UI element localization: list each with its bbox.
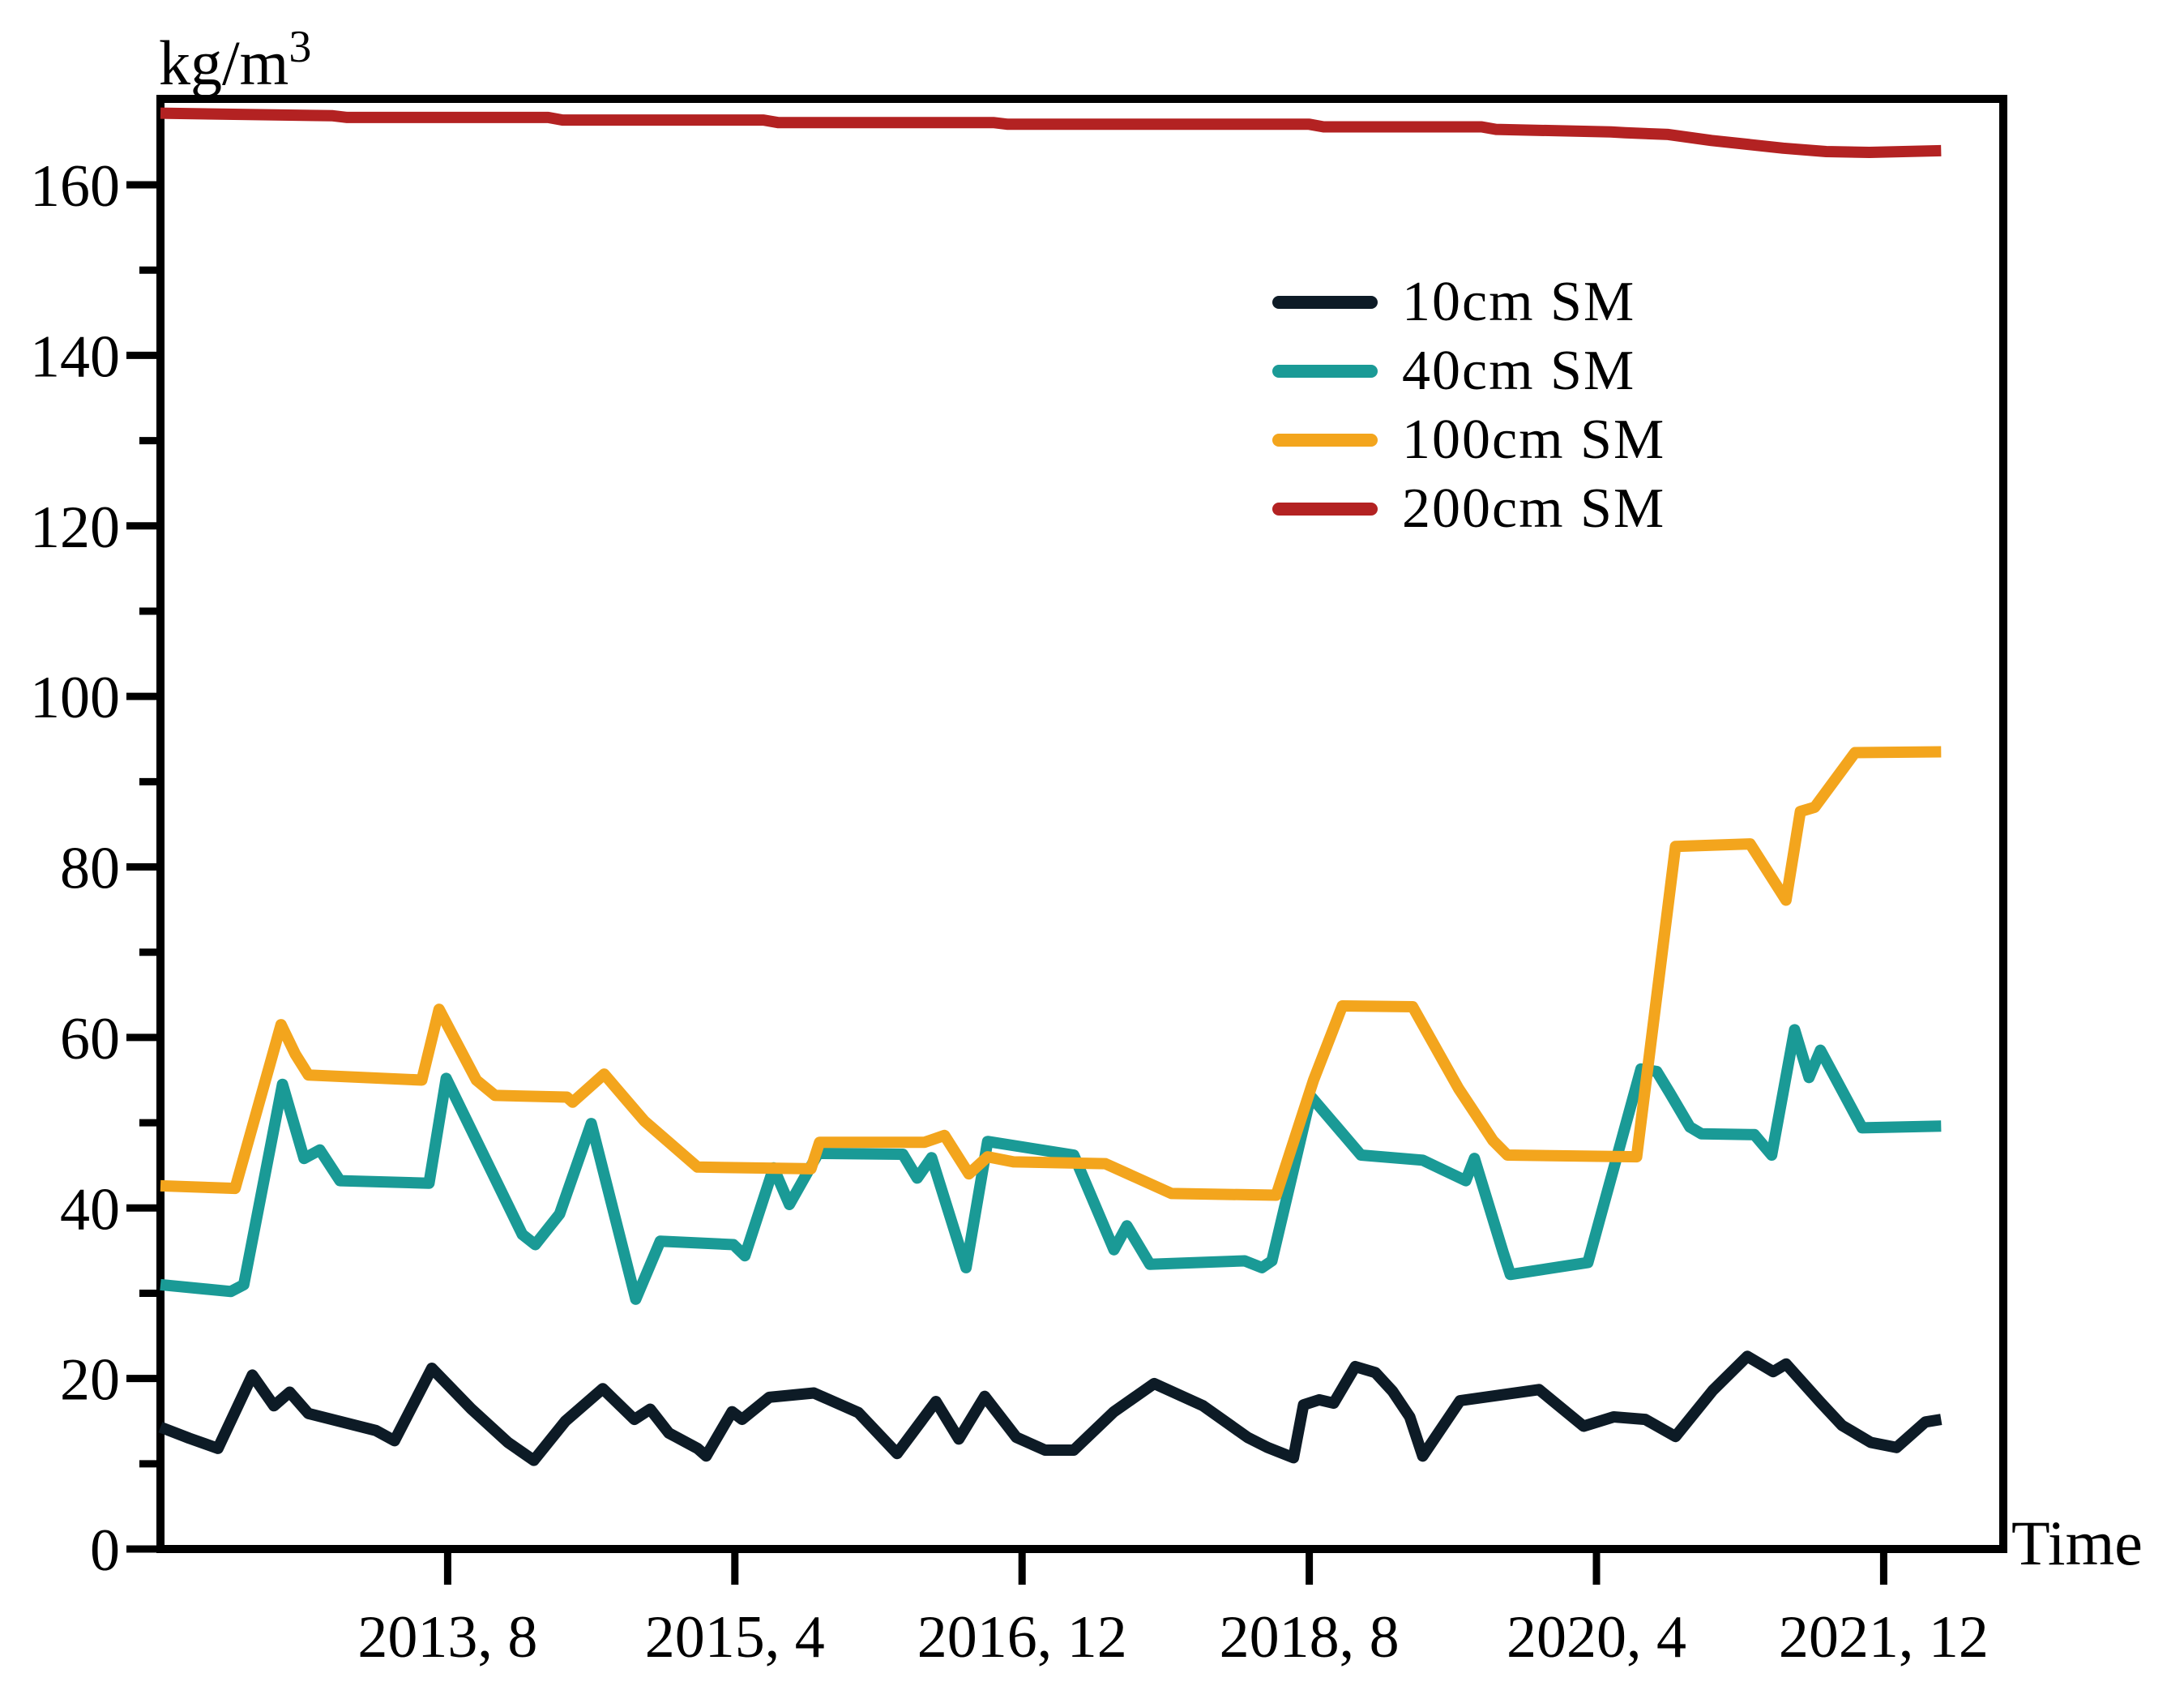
y-tick-label: 20 [60, 1347, 120, 1414]
y-axis-title-base: kg/m [159, 28, 288, 98]
legend-label-40cm: 40cm SM [1402, 339, 1636, 402]
y-tick-label: 80 [60, 836, 120, 902]
plot-frame [156, 95, 2007, 1553]
chart-legend: 10cm SM 40cm SM 100cm SM 200cm SM [1272, 267, 1665, 543]
x-tick-label: 2018, 8 [1220, 1604, 1400, 1671]
y-tick-label: 140 [30, 323, 120, 390]
legend-item-40cm: 40cm SM [1272, 336, 1665, 405]
x-tick-label: 2021, 12 [1779, 1604, 1989, 1671]
y-axis-title-superscript: 3 [288, 22, 311, 72]
x-axis-title: Time [2011, 1508, 2143, 1578]
y-tick-label: 100 [30, 665, 120, 731]
legend-swatch-200cm [1272, 502, 1378, 516]
y-tick-label: 160 [30, 153, 120, 220]
y-axis-title: kg/m3 [159, 22, 311, 98]
legend-item-10cm: 10cm SM [1272, 267, 1665, 336]
x-tick-label: 2016, 12 [917, 1604, 1127, 1671]
series-line-200cm-sm [160, 107, 1942, 158]
series-line-10cm-sm [158, 1350, 1943, 1466]
legend-swatch-10cm [1272, 295, 1378, 309]
legend-swatch-40cm [1272, 364, 1378, 378]
y-axis-ticks: 0 20 40 60 80 100 120 140 160 [30, 153, 160, 1584]
legend-item-200cm: 200cm SM [1272, 474, 1665, 543]
series-line-40cm-sm [160, 1024, 1942, 1305]
x-tick-label: 2013, 8 [357, 1604, 537, 1671]
x-tick-label: 2015, 4 [645, 1604, 825, 1671]
y-tick-label: 0 [90, 1517, 120, 1584]
x-axis-ticks: 2013, 8 2015, 4 2016, 12 2018, 8 2020, 4 2021… [357, 1549, 1989, 1671]
legend-item-100cm: 100cm SM [1272, 405, 1665, 474]
legend-label-200cm: 200cm SM [1402, 477, 1666, 540]
legend-label-10cm: 10cm SM [1402, 270, 1636, 333]
legend-swatch-100cm [1272, 433, 1378, 447]
y-tick-label: 60 [60, 1006, 120, 1072]
y-tick-label: 120 [30, 494, 120, 561]
y-tick-label: 40 [60, 1176, 120, 1243]
legend-label-100cm: 100cm SM [1402, 408, 1666, 471]
data-series [158, 107, 1943, 1466]
series-line-100cm-sm [160, 746, 1942, 1201]
x-tick-label: 2020, 4 [1507, 1604, 1686, 1671]
